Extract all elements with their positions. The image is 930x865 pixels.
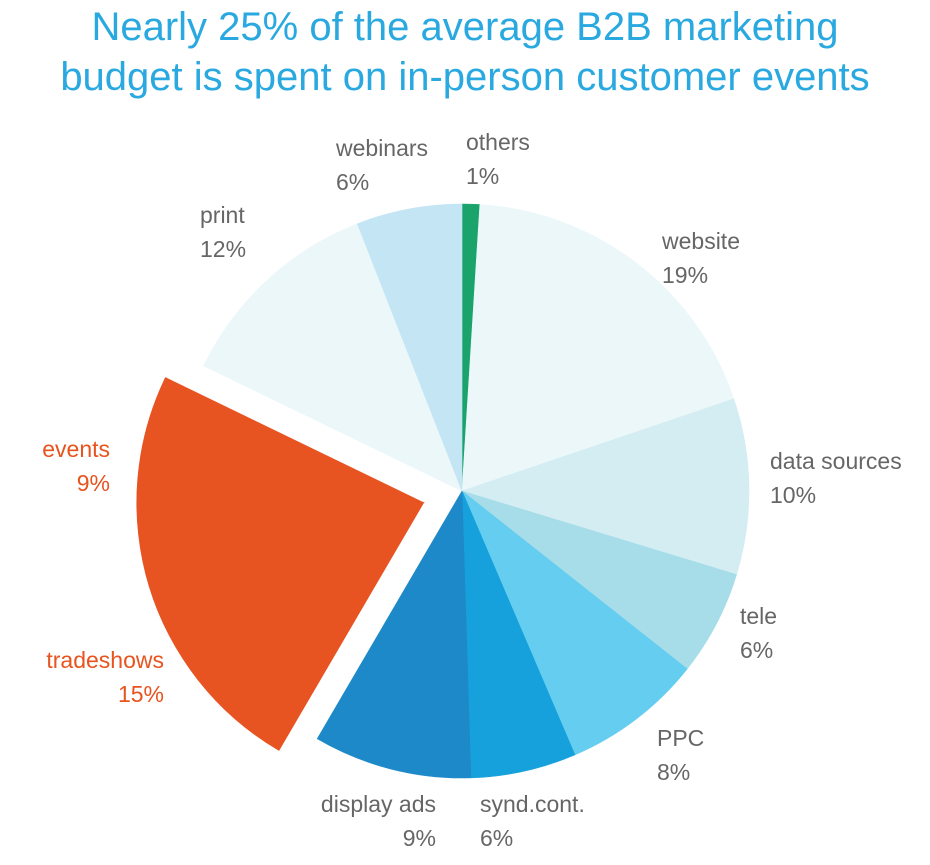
pie-slice-print: [203, 223, 463, 492]
slice-label-webinars: webinars 6%: [336, 131, 428, 199]
slice-label-value: 19%: [662, 262, 709, 288]
slice-label-tradeshows: tradeshows 15%: [6, 643, 164, 711]
chart-title-line-1: Nearly 25% of the average B2B marketing: [91, 5, 839, 49]
slice-label-display-ads: display ads 9%: [303, 787, 436, 855]
slice-label-value: 6%: [480, 825, 514, 851]
slice-label-value: 9%: [76, 470, 110, 496]
slice-label-name: data sources: [770, 448, 902, 474]
slice-label-name: display ads: [320, 791, 436, 817]
slice-label-ppc: PPC 8%: [657, 721, 704, 789]
slice-label-name: tradeshows: [46, 647, 164, 673]
slice-label-tele: tele 6%: [740, 599, 777, 667]
slice-label-website: website 19%: [662, 224, 740, 292]
slice-label-name: events: [42, 436, 110, 462]
chart-title-line-2: budget is spent on in-person customer ev…: [60, 55, 870, 99]
pie-slice-website: [461, 204, 735, 492]
slice-label-others: others 1%: [466, 125, 530, 193]
slice-label-value: 6%: [740, 637, 774, 663]
slice-label-data-sources: data sources 10%: [770, 444, 902, 512]
pie-slice-data-sources: [461, 398, 750, 575]
slice-label-value: 8%: [657, 759, 691, 785]
slice-label-value: 10%: [770, 482, 817, 508]
slice-label-value: 6%: [336, 169, 370, 195]
slice-label-name: webinars: [336, 135, 429, 161]
slice-label-name: others: [466, 129, 530, 155]
slice-label-value: 12%: [200, 236, 247, 262]
slice-label-name: website: [662, 228, 740, 254]
slice-label-synd-cont: synd.cont. 6%: [480, 787, 585, 855]
slice-label-name: tele: [740, 603, 778, 629]
pie-slice-display-ads: [316, 489, 472, 779]
pie-slice-events: [136, 377, 425, 535]
slice-label-value: 15%: [117, 681, 164, 707]
chart-title: Nearly 25% of the average B2B marketing …: [0, 2, 930, 102]
slice-label-value: 1%: [466, 163, 500, 189]
slice-label-print: print 12%: [200, 198, 246, 266]
pie-slice-ppc: [461, 490, 688, 756]
slice-label-name: print: [200, 202, 245, 228]
slice-label-name: PPC: [657, 725, 705, 751]
slice-label-name: synd.cont.: [480, 791, 585, 817]
slice-label-value: 9%: [402, 825, 436, 851]
pie-slice-webinars: [356, 203, 463, 492]
pie-slice-tradeshows: [138, 502, 425, 751]
slice-label-events: events 9%: [20, 432, 110, 500]
